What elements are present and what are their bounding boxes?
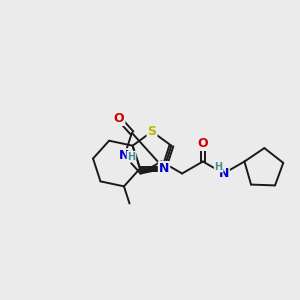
Text: N: N — [159, 162, 169, 175]
Text: H: H — [214, 161, 223, 172]
Text: H: H — [128, 152, 136, 162]
Text: S: S — [148, 125, 157, 138]
Text: N: N — [119, 149, 130, 162]
Text: O: O — [114, 112, 124, 125]
Text: N: N — [218, 167, 229, 180]
Text: O: O — [198, 137, 208, 150]
